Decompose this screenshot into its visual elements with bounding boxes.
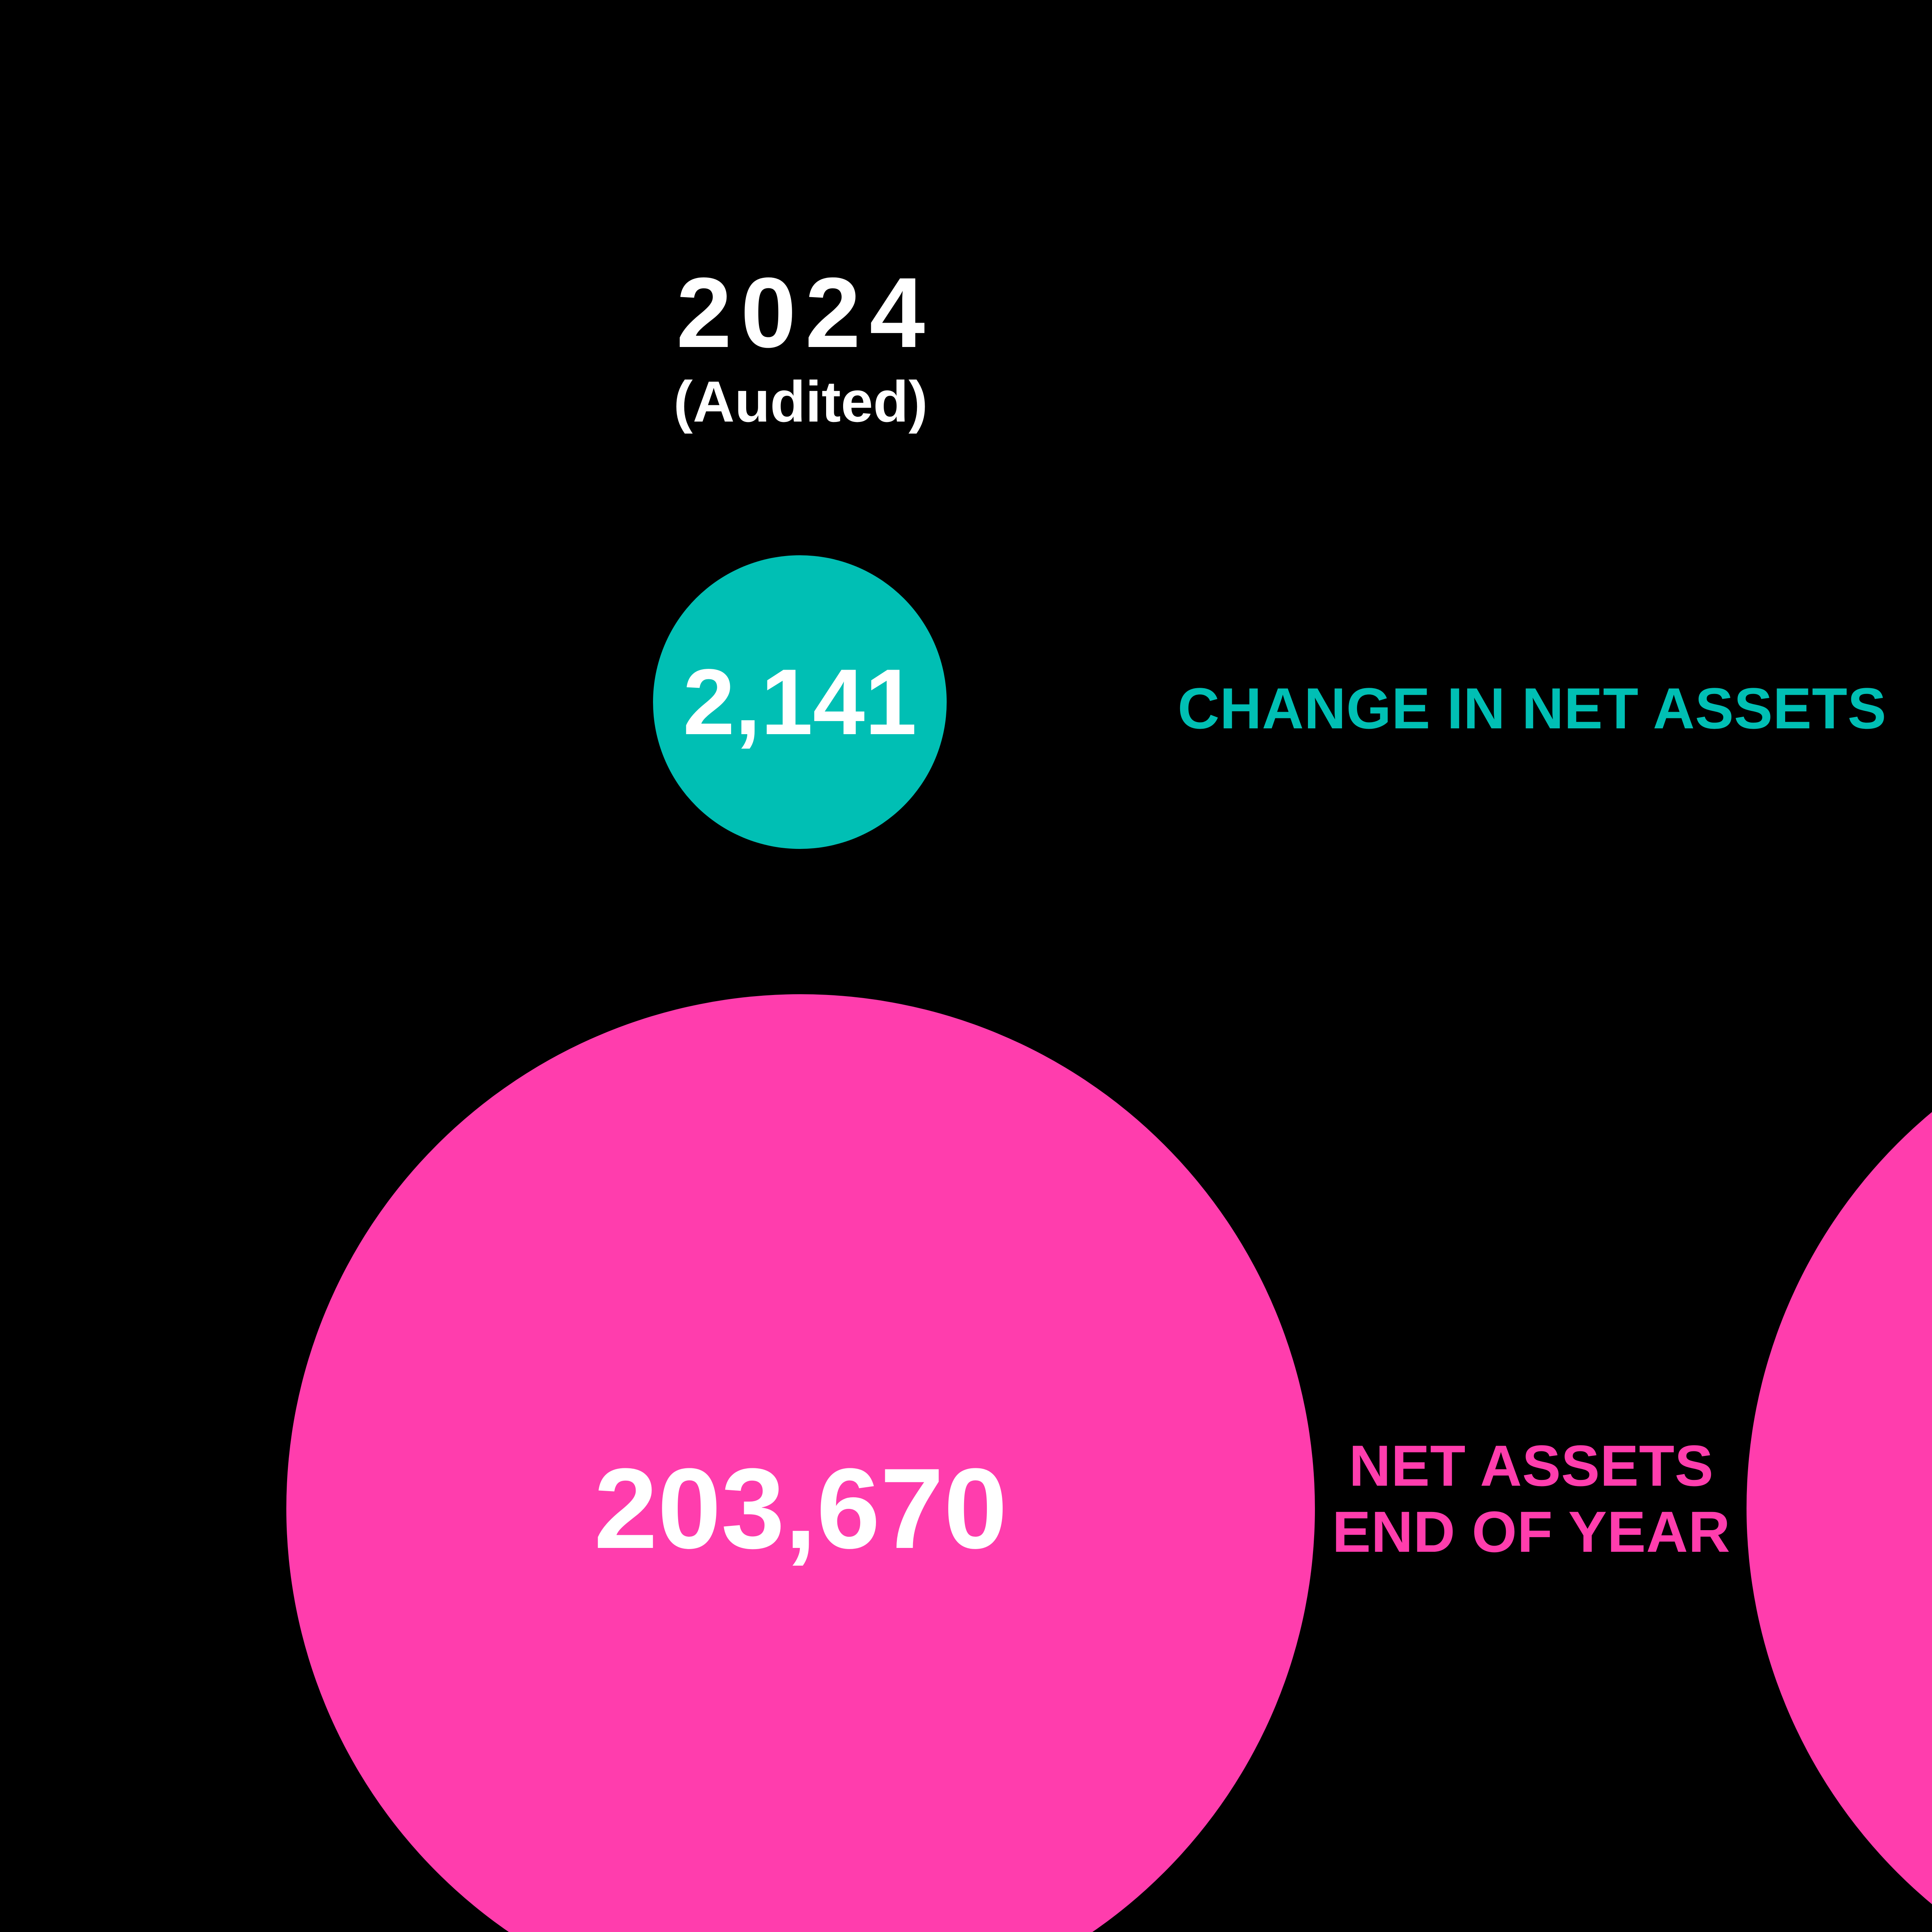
net-assets-row-label: NET ASSETS END OF YEAR <box>1068 1433 1932 1565</box>
year-title-2024: 2024 <box>676 257 934 368</box>
net-assets-row-label-line1: NET ASSETS <box>1349 1433 1714 1498</box>
net-assets-row-label-line2: END OF YEAR <box>1332 1499 1731 1564</box>
audited-qualifier-2024: (Audited) <box>673 369 928 434</box>
net-assets-value-2024: 203,670 <box>594 1444 1007 1572</box>
change-row-label: CHANGE IN NET ASSETS <box>1177 676 1887 741</box>
change-bubble-2024: 2,141 <box>653 555 947 849</box>
change-value-2024: 2,141 <box>683 650 917 754</box>
net-assets-bubble-2024: 203,670 <box>286 994 1315 1932</box>
column-header-2024: 2024 (Audited) <box>472 257 1129 434</box>
